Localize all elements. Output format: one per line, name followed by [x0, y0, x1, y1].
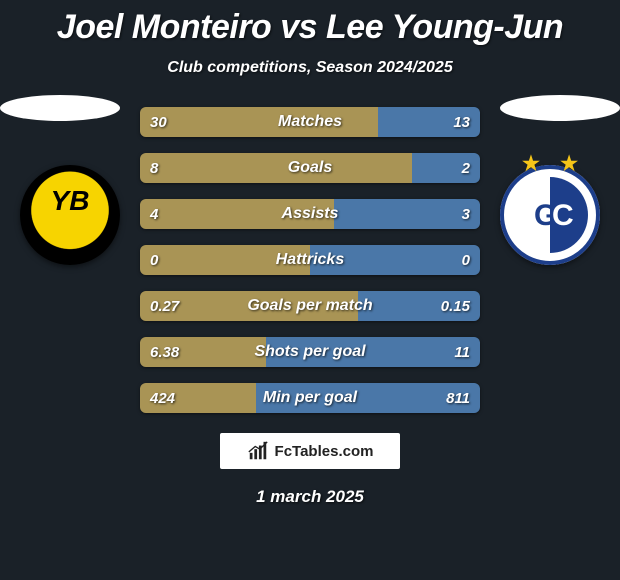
page-title: Joel Monteiro vs Lee Young-Jun [0, 0, 620, 47]
crest-left-initials: YB [51, 188, 90, 213]
stat-bar-bg [140, 245, 480, 275]
stat-bar-bg [140, 337, 480, 367]
stat-value-right: 811 [436, 383, 480, 413]
stat-row: 3013Matches [140, 107, 480, 137]
stat-value-right: 3 [452, 199, 480, 229]
stat-bars-container: 3013Matches82Goals43Assists00Hattricks0.… [140, 95, 480, 413]
chart-icon [247, 440, 269, 462]
spotlight-right [500, 95, 620, 121]
stat-value-left: 30 [140, 107, 177, 137]
stat-row: 00Hattricks [140, 245, 480, 275]
stat-bar-bg [140, 383, 480, 413]
spotlight-left [0, 95, 120, 121]
site-logo: FcTables.com [220, 433, 400, 469]
comparison-date: 1 march 2025 [0, 487, 620, 507]
stat-value-left: 0.27 [140, 291, 189, 321]
stat-value-right: 13 [443, 107, 480, 137]
stat-value-right: 2 [452, 153, 480, 183]
stat-value-left: 4 [140, 199, 168, 229]
crest-left-year: 1898 [59, 231, 81, 242]
stat-bar-bg [140, 153, 480, 183]
stat-row: 82Goals [140, 153, 480, 183]
stat-value-left: 6.38 [140, 337, 189, 367]
stat-value-left: 8 [140, 153, 168, 183]
team-crest-left: YB 1898 [20, 165, 120, 265]
crest-right-star-icon: ★ [522, 151, 540, 176]
stat-value-right: 0.15 [431, 291, 480, 321]
stat-row: 43Assists [140, 199, 480, 229]
stat-value-right: 11 [444, 337, 480, 367]
comparison-arena: YB 1898 ★ ★ G C 3013Matches82Goals43Assi… [0, 95, 620, 413]
svg-text:C: C [552, 199, 574, 232]
stat-bar-left [140, 153, 412, 183]
team-crest-right: ★ ★ G C [500, 165, 600, 265]
crest-right-logo-icon: G C [500, 165, 600, 265]
stat-row: 6.3811Shots per goal [140, 337, 480, 367]
stat-bar-bg [140, 107, 480, 137]
site-name: FcTables.com [275, 443, 374, 460]
stat-value-left: 0 [140, 245, 168, 275]
crest-right-star-icon: ★ [560, 151, 578, 176]
stat-row: 0.270.15Goals per match [140, 291, 480, 321]
stat-row: 424811Min per goal [140, 383, 480, 413]
stat-value-right: 0 [452, 245, 480, 275]
stat-bar-left [140, 199, 334, 229]
stat-bar-bg [140, 291, 480, 321]
stat-bar-bg [140, 199, 480, 229]
page-subtitle: Club competitions, Season 2024/2025 [0, 59, 620, 77]
stat-value-left: 424 [140, 383, 185, 413]
